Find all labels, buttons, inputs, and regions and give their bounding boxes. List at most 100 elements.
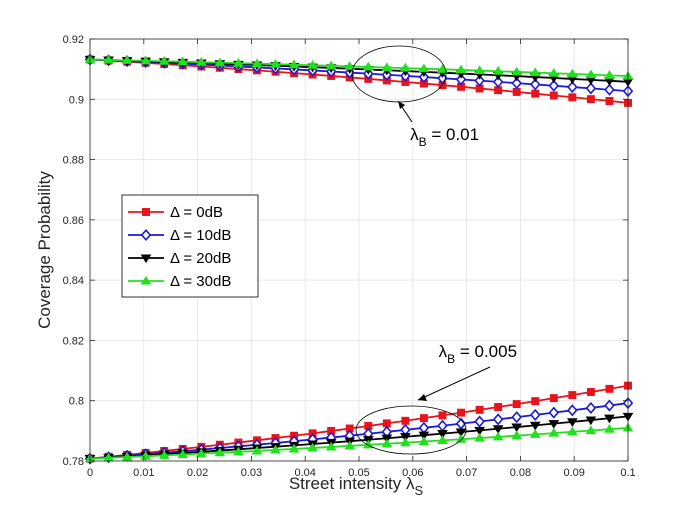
marker-group1-3-21	[474, 432, 485, 442]
marker-group0-3-23	[511, 66, 523, 76]
marker-group1-3-5	[177, 449, 189, 459]
marker-group1-0-17	[401, 416, 410, 425]
marker-group0-3-2	[121, 55, 133, 64]
marker-group0-3-8	[233, 57, 244, 67]
marker-group1-1-24	[529, 408, 541, 421]
ellipse-lower-group	[355, 405, 467, 455]
marker-group1-0-20	[457, 408, 466, 417]
marker-group1-3-2	[121, 451, 133, 461]
arrow-upper-head	[398, 101, 405, 109]
marker-group1-3-17	[400, 437, 411, 447]
marker-group0-3-27	[585, 69, 597, 79]
marker-group0-0-26	[568, 93, 577, 102]
x-tick-label-10: 0.1	[620, 467, 635, 479]
marker-group1-2-26	[567, 418, 578, 428]
marker-group0-3-24	[529, 67, 541, 77]
marker-group1-3-9	[251, 445, 263, 455]
marker-group0-3-1	[103, 54, 114, 64]
x-axis-label-main: Street intensity	[289, 474, 406, 493]
annotation-0: λB = 0.01	[410, 125, 479, 149]
y-tick-label-4: 0.86	[63, 215, 84, 227]
marker-group1-3-12	[307, 442, 318, 452]
marker-group1-3-14	[344, 440, 356, 450]
legend-label-3: Δ = 30dB	[170, 273, 231, 290]
y-tick-label-5: 0.88	[63, 155, 84, 167]
marker-group0-1-18	[418, 71, 430, 84]
legend-label-0: Δ = 0dB	[170, 204, 223, 221]
marker-group1-2-21	[474, 426, 485, 436]
marker-group1-3-13	[325, 441, 337, 451]
legend-marker-3	[140, 275, 152, 285]
y-tick-label-7: 0.92	[63, 34, 84, 46]
marker-group0-3-16	[381, 62, 393, 72]
marker-group1-1-21	[474, 415, 485, 428]
marker-group0-3-9	[251, 58, 263, 68]
marker-group1-0-18	[419, 414, 428, 423]
x-axis-label-symbol: λ	[406, 474, 415, 493]
marker-group0-0-28	[605, 97, 614, 105]
marker-group0-3-20	[455, 64, 467, 74]
marker-group0-1-22	[492, 75, 504, 88]
x-tick-label-2: 0.02	[187, 467, 208, 479]
x-axis-label-text: Street intensity λS	[289, 474, 424, 498]
arrow-lower	[417, 366, 491, 401]
marker-group0-3-17	[400, 62, 411, 72]
x-axis-label-sub: S	[415, 483, 424, 498]
marker-group1-3-4	[158, 450, 170, 459]
marker-group1-1-28	[604, 399, 615, 412]
marker-group1-2-25	[548, 420, 560, 429]
marker-group1-0-22	[494, 403, 503, 411]
marker-group1-3-26	[567, 426, 578, 436]
callouts	[351, 45, 491, 455]
marker-group1-2-18	[418, 431, 430, 441]
marker-group1-2-20	[455, 428, 467, 438]
annotation-sub-1: B	[447, 352, 455, 366]
marker-group0-0-25	[549, 91, 558, 100]
marker-group0-3-18	[418, 63, 430, 73]
marker-group0-3-22	[492, 66, 504, 75]
marker-group0-1-23	[511, 77, 522, 90]
legend-marker-1	[140, 228, 152, 242]
marker-group1-1-26	[567, 404, 578, 417]
marker-group0-3-10	[270, 58, 281, 68]
marker-group1-0-26	[568, 391, 577, 400]
marker-group0-0-27	[586, 95, 595, 104]
x-tick-label-5: 0.05	[348, 467, 369, 479]
y-tick-label-0: 0.78	[63, 456, 84, 468]
marker-group1-1-23	[511, 411, 522, 424]
marker-group0-3-4	[158, 56, 170, 65]
marker-group1-3-19	[437, 435, 448, 444]
y-tick-label-1: 0.8	[69, 396, 84, 408]
marker-group1-3-25	[548, 427, 560, 437]
marker-group0-0-24	[531, 89, 540, 98]
marker-group0-3-25	[548, 68, 560, 77]
marker-group1-0-24	[531, 397, 540, 406]
marker-group1-2-19	[437, 430, 448, 439]
marker-group1-0-25	[549, 394, 558, 403]
marker-group1-2-22	[492, 425, 504, 434]
legend-item-0: Δ = 0dB	[128, 204, 223, 221]
marker-group1-3-22	[492, 431, 504, 441]
series-group1-3	[84, 422, 634, 463]
ticks: 0 0.01 0.02 0.03 0.04 0.05 0.06 0.07 0.08 0.09 0.1…	[63, 34, 636, 479]
y-tick-label-2: 0.82	[63, 335, 84, 347]
legend-item-1: Δ = 10dB	[128, 227, 231, 244]
marker-group0-1-25	[548, 79, 560, 92]
marker-group1-3-24	[529, 429, 541, 438]
x-tick-label-3: 0.03	[241, 467, 262, 479]
marker-group1-2-23	[511, 423, 523, 433]
marker-group0-3-14	[344, 61, 356, 70]
marker-group1-3-28	[604, 424, 615, 433]
marker-group0-3-21	[474, 65, 485, 75]
x-tick-label-1: 0.01	[133, 467, 154, 479]
legend-marker-0	[142, 208, 150, 216]
y-tick-label-6: 0.9	[69, 94, 84, 106]
x-tick-label-4: 0.04	[294, 467, 315, 479]
marker-group0-3-28	[604, 70, 615, 79]
marker-group1-0-19	[438, 411, 447, 420]
marker-group1-3-27	[585, 425, 597, 435]
marker-group1-2-27	[585, 416, 597, 426]
marker-group1-3-6	[195, 448, 207, 458]
marker-group1-3-10	[270, 444, 281, 454]
